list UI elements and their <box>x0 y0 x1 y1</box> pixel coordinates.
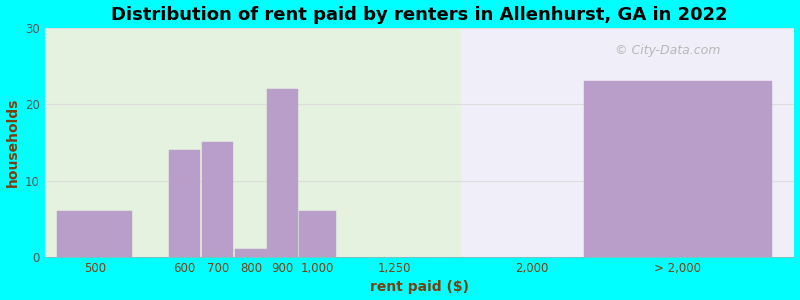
Bar <box>266 89 298 257</box>
Text: © City-Data.com: © City-Data.com <box>614 44 720 57</box>
Title: Distribution of rent paid by renters in Allenhurst, GA in 2022: Distribution of rent paid by renters in … <box>111 6 728 24</box>
Bar <box>169 150 200 257</box>
Bar <box>45 28 462 257</box>
Bar <box>235 249 266 257</box>
Y-axis label: households: households <box>6 98 19 187</box>
Bar <box>202 142 234 257</box>
Bar <box>584 81 771 257</box>
Bar <box>462 28 794 257</box>
Bar <box>299 211 336 257</box>
Bar <box>58 211 132 257</box>
X-axis label: rent paid ($): rent paid ($) <box>370 280 469 294</box>
